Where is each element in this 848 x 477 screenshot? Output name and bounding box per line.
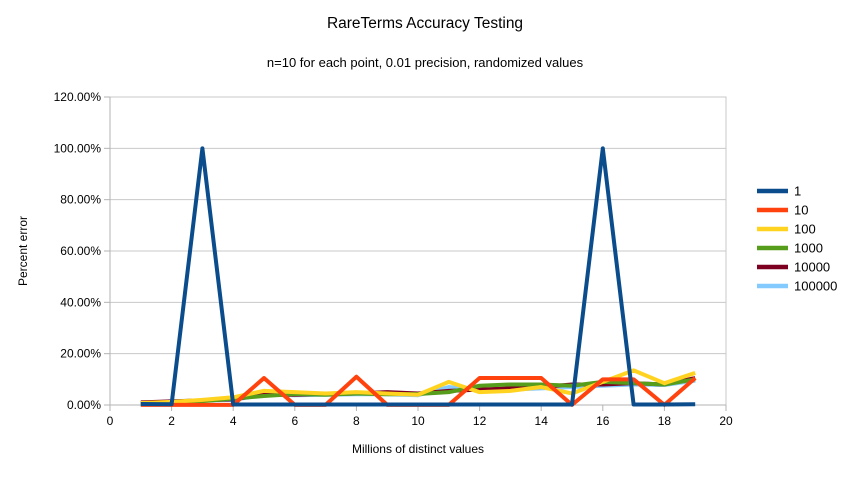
tick-labels: 0.00% 20.00% 40.00% 60.00% 80.00% 100.00% 120.… bbox=[54, 90, 733, 428]
x-tick-label: 16 bbox=[596, 414, 610, 428]
x-tick-label: 2 bbox=[168, 414, 175, 428]
legend-label-100000: 100000 bbox=[794, 279, 837, 294]
x-tick-label: 0 bbox=[107, 414, 114, 428]
y-tick-label: 120.00% bbox=[54, 90, 102, 104]
x-tick-label: 18 bbox=[658, 414, 672, 428]
gridlines bbox=[110, 96, 726, 406]
y-tick-label: 0.00% bbox=[67, 398, 101, 412]
x-tick-label: 20 bbox=[719, 414, 733, 428]
series-line-1 bbox=[140, 146, 696, 407]
y-tick-label: 40.00% bbox=[60, 295, 101, 309]
y-axis-title: Percent error bbox=[16, 216, 30, 286]
x-tick-label: 4 bbox=[230, 414, 237, 428]
chart-legend: 1 10 100 1000 10000 100000 bbox=[757, 184, 837, 294]
x-tick-label: 12 bbox=[473, 414, 487, 428]
x-tick-label: 6 bbox=[291, 414, 298, 428]
y-tick-label: 80.00% bbox=[60, 193, 101, 207]
axis-ticks bbox=[104, 96, 727, 411]
legend-label-1000: 1000 bbox=[794, 241, 823, 256]
y-tick-label: 60.00% bbox=[60, 244, 101, 258]
x-tick-label: 8 bbox=[353, 414, 360, 428]
legend-label-10000: 10000 bbox=[794, 260, 830, 275]
legend-label-100: 100 bbox=[794, 222, 816, 237]
x-tick-label: 10 bbox=[411, 414, 425, 428]
x-tick-label: 14 bbox=[535, 414, 549, 428]
x-axis-title: Millions of distinct values bbox=[352, 442, 484, 456]
y-tick-label: 100.00% bbox=[54, 141, 102, 155]
legend-label-10: 10 bbox=[794, 203, 808, 218]
y-tick-label: 20.00% bbox=[60, 347, 101, 361]
chart-subtitle: n=10 for each point, 0.01 precision, ran… bbox=[267, 55, 584, 70]
chart-title: RareTerms Accuracy Testing bbox=[327, 15, 523, 32]
legend-label-1: 1 bbox=[794, 184, 801, 199]
data-series bbox=[140, 146, 697, 407]
